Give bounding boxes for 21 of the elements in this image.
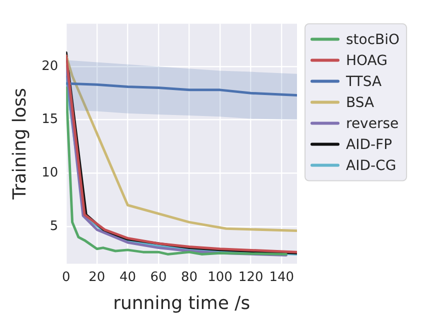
y-tick-label: 15 [42, 112, 58, 128]
y-axis-title: Training loss [9, 88, 30, 201]
legend-label: stocBiO [346, 32, 400, 48]
y-tick-label: 20 [42, 58, 58, 74]
x-tick-label: 20 [88, 270, 106, 285]
legend-label: HOAG [346, 52, 388, 69]
y-tick-label: 5 [50, 218, 58, 234]
x-tick-label: 120 [238, 270, 264, 285]
legend-label: reverse [346, 116, 399, 132]
x-tick-label: 140 [269, 270, 294, 285]
x-tick-label: 100 [208, 270, 232, 285]
x-tick-label: 40 [119, 270, 136, 285]
y-tick-label: 10 [42, 166, 58, 181]
legend-label: BSA [346, 94, 375, 111]
x-axis-title: running time /s [113, 292, 250, 314]
x-tick-label: 80 [180, 270, 198, 285]
legend-label: TTSA [345, 74, 382, 90]
legend-label: AID-FP [346, 136, 392, 153]
x-tick-label: 60 [150, 270, 167, 285]
x-tick-label: 0 [62, 270, 70, 285]
legend-label: AID-CG [346, 158, 396, 174]
